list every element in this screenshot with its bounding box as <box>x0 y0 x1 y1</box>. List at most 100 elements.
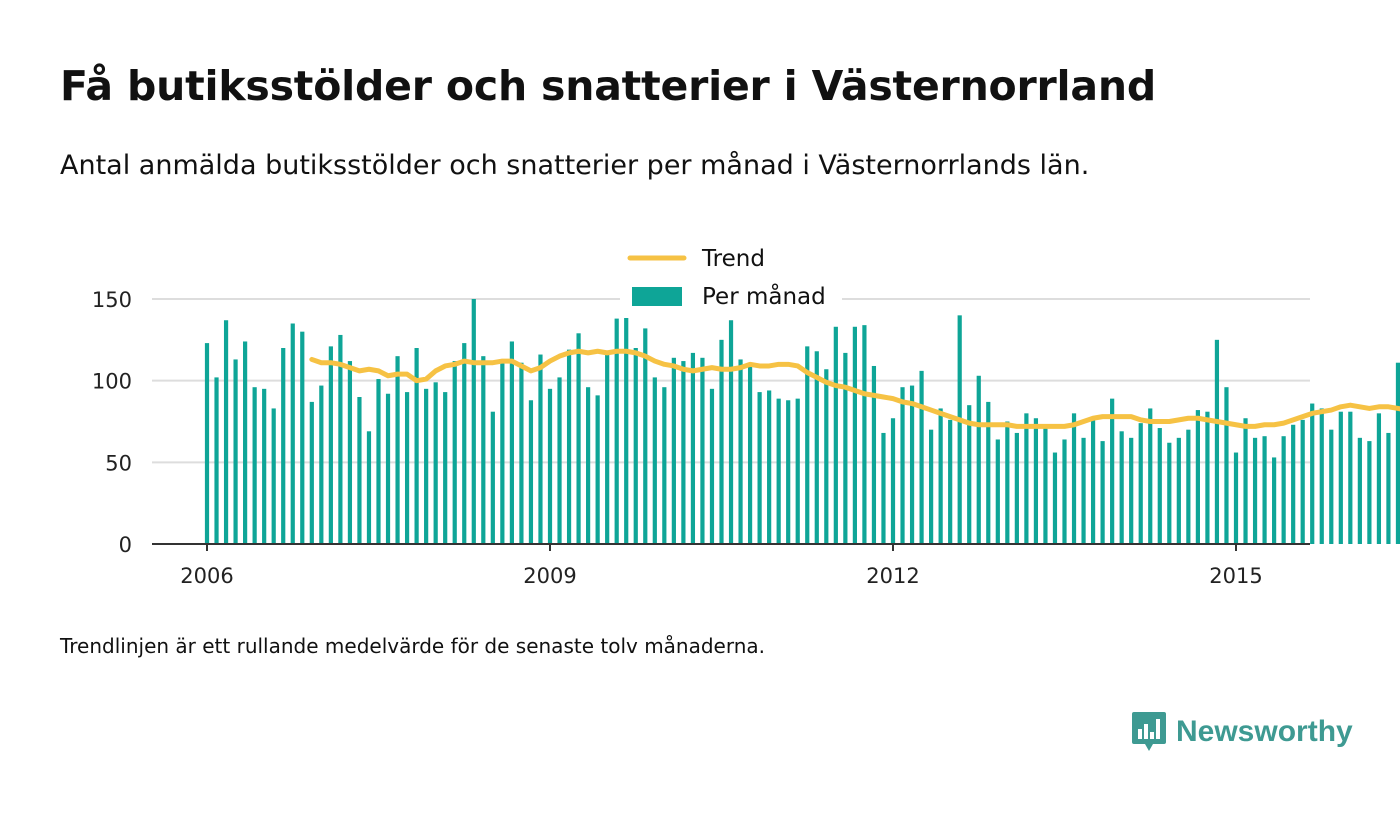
bar <box>805 346 810 544</box>
bar <box>986 401 991 544</box>
bar <box>1033 418 1039 544</box>
bar <box>1300 419 1305 544</box>
bar <box>1176 437 1181 544</box>
bar <box>1186 429 1191 544</box>
bar <box>404 392 410 544</box>
bar <box>1291 424 1296 544</box>
bar <box>376 379 381 544</box>
bar <box>281 348 286 544</box>
bar <box>1310 403 1315 544</box>
bar <box>481 356 486 544</box>
bar <box>719 339 724 544</box>
bar <box>605 354 610 544</box>
bar <box>948 419 953 544</box>
bar <box>814 351 819 544</box>
bar <box>557 377 562 544</box>
bar <box>1005 421 1010 544</box>
bar <box>938 408 943 544</box>
bar <box>709 388 715 544</box>
x-tick-label: 2012 <box>866 564 919 588</box>
y-tick-label: 150 <box>92 288 132 312</box>
bar <box>243 341 248 544</box>
bar <box>1071 413 1077 544</box>
legend-bars-swatch <box>632 287 682 306</box>
bar <box>1252 437 1258 544</box>
bar <box>690 352 696 544</box>
bar <box>576 333 581 544</box>
bar <box>900 387 905 544</box>
bar <box>881 432 886 544</box>
bar <box>1243 418 1248 544</box>
y-tick-label: 0 <box>119 533 132 557</box>
bar <box>652 377 657 544</box>
bar <box>385 393 391 544</box>
bar <box>443 392 448 544</box>
bar <box>1281 436 1286 544</box>
bar <box>252 387 257 544</box>
bar <box>462 343 467 544</box>
bar <box>614 318 619 544</box>
bar <box>1262 436 1267 544</box>
bar <box>1100 441 1105 544</box>
bar <box>967 405 972 544</box>
bar <box>1195 410 1200 544</box>
bar <box>862 325 867 544</box>
bar <box>395 356 400 544</box>
bar <box>1214 339 1220 544</box>
bar <box>214 377 219 544</box>
trend-line <box>309 348 1400 429</box>
bar <box>204 343 210 544</box>
bar <box>929 429 934 544</box>
bar <box>586 387 591 544</box>
bar <box>290 323 295 544</box>
bar <box>776 398 781 544</box>
bar <box>1014 432 1019 544</box>
bar <box>1167 442 1172 544</box>
bar <box>452 361 457 544</box>
bar <box>843 352 848 544</box>
bar <box>1205 411 1210 544</box>
bar <box>643 328 648 544</box>
x-tick-label: 2015 <box>1209 564 1262 588</box>
bar <box>1319 408 1324 544</box>
bar <box>223 320 229 544</box>
bar <box>233 359 238 544</box>
bar <box>833 326 838 544</box>
bar <box>1338 411 1343 544</box>
bar <box>471 299 476 544</box>
bar <box>995 439 1000 544</box>
bar <box>366 431 372 544</box>
legend-bars-label: Per månad <box>702 282 826 310</box>
bar <box>1224 387 1229 544</box>
bar <box>1348 411 1353 544</box>
bar <box>262 388 267 544</box>
bar <box>319 385 324 544</box>
legend-trend-label: Trend <box>701 246 765 272</box>
bar <box>1395 362 1400 544</box>
bar <box>1081 437 1086 544</box>
bar <box>338 334 343 544</box>
bar <box>1119 431 1124 544</box>
bar <box>1157 428 1162 544</box>
bar <box>957 315 962 544</box>
bar-chart-icon <box>1132 712 1166 751</box>
chart-subtitle: Antal anmälda butiksstölder och snatteri… <box>60 150 1090 181</box>
bar <box>300 331 305 544</box>
bar <box>662 387 667 544</box>
bar <box>767 390 772 544</box>
bar <box>747 362 753 544</box>
chart-title: Få butiksstölder och snatterier i Väster… <box>60 62 1157 110</box>
y-tick-label: 50 <box>105 451 132 475</box>
bar <box>1272 457 1277 544</box>
bar <box>1386 432 1391 544</box>
bar <box>528 400 534 544</box>
bar <box>1329 429 1334 544</box>
bar <box>1233 452 1239 544</box>
bar <box>547 388 553 544</box>
bar <box>671 357 676 544</box>
bar <box>1367 441 1372 544</box>
bar <box>271 408 276 544</box>
bar <box>509 341 514 544</box>
bar <box>1062 439 1067 544</box>
bar <box>1090 419 1096 544</box>
